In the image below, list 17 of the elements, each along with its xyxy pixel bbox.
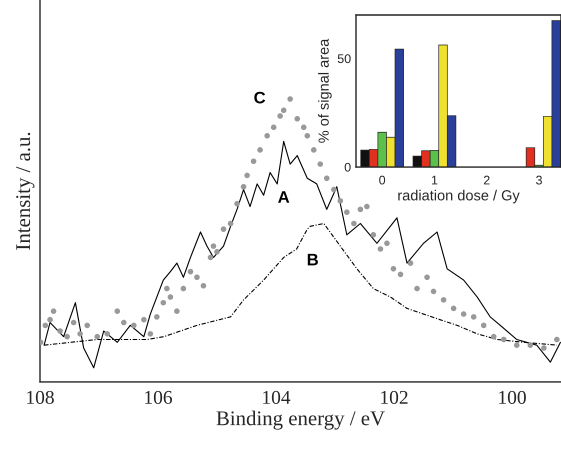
x-tick-label: 0 xyxy=(379,176,386,185)
x-tick-label: 3 xyxy=(536,176,542,185)
x-axis-title: radiation dose / Gy xyxy=(398,190,520,204)
x-tick-label: 100 xyxy=(499,390,526,404)
y-axis-title: Intensity / a.u. xyxy=(16,132,34,250)
series-label: B xyxy=(308,254,318,266)
x-axis-title: Binding energy / eV xyxy=(216,410,385,430)
x-tick-label: 1 xyxy=(432,176,438,184)
x-tick-label: 106 xyxy=(145,390,172,404)
x-tick-label: 108 xyxy=(27,390,54,404)
series-label: C xyxy=(254,92,266,104)
y-tick-label: 50 xyxy=(338,54,351,64)
y-axis-title: % of signal area xyxy=(318,38,332,143)
series-label: A xyxy=(278,191,290,203)
x-tick-label: 104 xyxy=(263,390,290,404)
x-tick-label: 102 xyxy=(381,390,408,404)
x-tick-label: 2 xyxy=(484,176,490,184)
